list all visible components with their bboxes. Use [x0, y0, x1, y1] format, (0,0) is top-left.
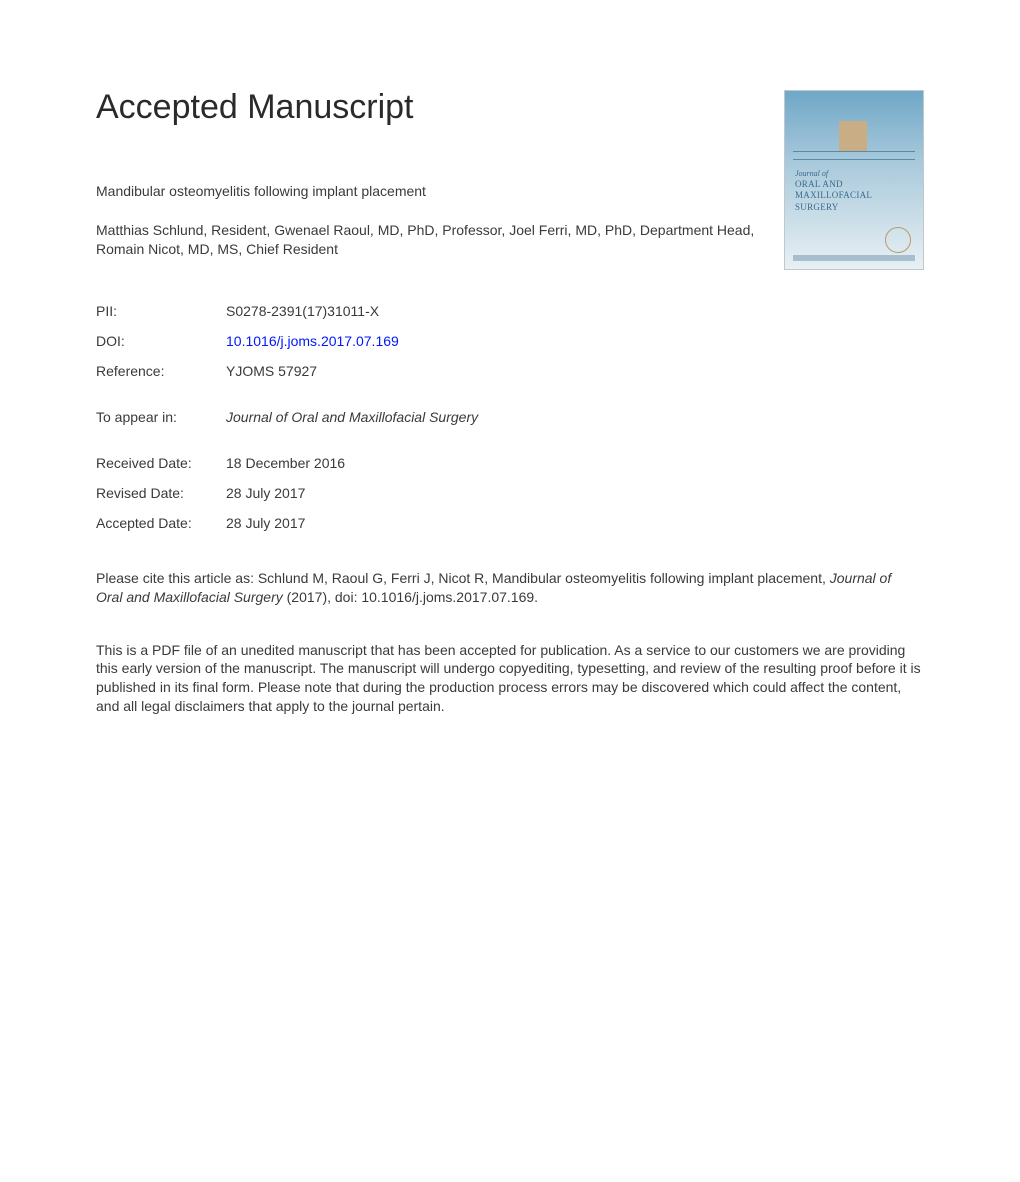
cover-rule: [793, 159, 915, 160]
meta-label: Reference:: [96, 363, 226, 379]
meta-value-journal: Journal of Oral and Maxillofacial Surger…: [226, 409, 478, 425]
meta-label: PII:: [96, 303, 226, 319]
meta-row-reference: Reference: YJOMS 57927: [96, 363, 924, 379]
meta-row-accepted: Accepted Date: 28 July 2017: [96, 515, 924, 531]
meta-label: Revised Date:: [96, 485, 226, 501]
cover-seal-icon: [885, 227, 911, 253]
metadata-table: PII: S0278-2391(17)31011-X DOI: 10.1016/…: [96, 303, 924, 531]
cover-rule: [793, 151, 915, 152]
article-title: Mandibular osteomyelitis following impla…: [96, 183, 756, 199]
meta-label: Accepted Date:: [96, 515, 226, 531]
meta-row-appear: To appear in: Journal of Oral and Maxill…: [96, 409, 924, 425]
doi-link[interactable]: 10.1016/j.joms.2017.07.169: [226, 333, 399, 349]
meta-label: DOI:: [96, 333, 226, 349]
meta-row-revised: Revised Date: 28 July 2017: [96, 485, 924, 501]
meta-label: To appear in:: [96, 409, 226, 425]
meta-value: S0278-2391(17)31011-X: [226, 303, 379, 319]
meta-row-pii: PII: S0278-2391(17)31011-X: [96, 303, 924, 319]
meta-value: 18 December 2016: [226, 455, 345, 471]
author-list: Matthias Schlund, Resident, Gwenael Raou…: [96, 221, 756, 259]
cover-journal-of: Journal of: [795, 169, 913, 179]
citation-suffix: (2017), doi: 10.1016/j.joms.2017.07.169.: [283, 589, 538, 605]
meta-value: YJOMS 57927: [226, 363, 317, 379]
manuscript-cover-page: Journal of ORAL AND MAXILLOFACIAL SURGER…: [0, 0, 1020, 716]
cover-title-text: Journal of ORAL AND MAXILLOFACIAL SURGER…: [795, 169, 913, 213]
cover-bottom-band: [793, 255, 915, 261]
cover-bookmark-icon: [839, 121, 867, 151]
meta-label: Received Date:: [96, 455, 226, 471]
cover-line: MAXILLOFACIAL: [795, 190, 913, 201]
meta-value: 28 July 2017: [226, 485, 305, 501]
cover-line: ORAL AND: [795, 179, 913, 190]
disclaimer-text: This is a PDF file of an unedited manusc…: [96, 641, 924, 717]
meta-row-doi: DOI: 10.1016/j.joms.2017.07.169: [96, 333, 924, 349]
meta-row-received: Received Date: 18 December 2016: [96, 455, 924, 471]
title-block: Mandibular osteomyelitis following impla…: [96, 183, 756, 259]
meta-value: 28 July 2017: [226, 515, 305, 531]
citation-block: Please cite this article as: Schlund M, …: [96, 569, 916, 607]
cover-line: SURGERY: [795, 202, 913, 213]
citation-prefix: Please cite this article as: Schlund M, …: [96, 570, 830, 586]
journal-cover-thumbnail: Journal of ORAL AND MAXILLOFACIAL SURGER…: [784, 90, 924, 270]
